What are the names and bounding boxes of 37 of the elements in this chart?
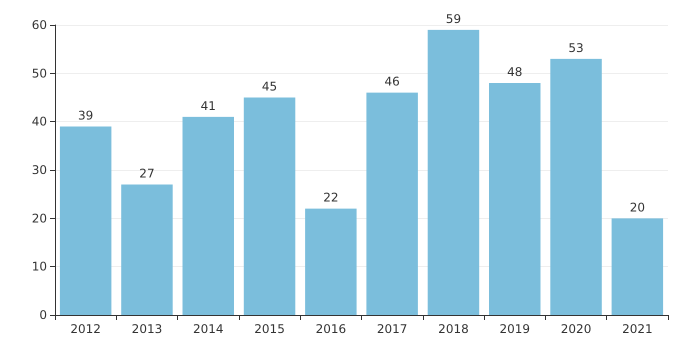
x-tick-label: 2019 — [499, 322, 530, 336]
y-tick-label: 60 — [32, 18, 47, 32]
data-label: 22 — [323, 190, 338, 205]
bar — [550, 58, 602, 315]
data-label: 45 — [262, 80, 278, 94]
bar — [121, 184, 173, 315]
y-tick-label: 40 — [32, 114, 47, 129]
data-label: 27 — [139, 166, 155, 180]
x-tick-label: 2017 — [376, 322, 408, 336]
bar — [428, 30, 480, 315]
bar — [612, 218, 664, 315]
y-tick-label: 30 — [32, 163, 47, 177]
data-label: 41 — [200, 98, 216, 113]
x-tick-label: 2016 — [316, 322, 346, 336]
x-tick-label: 2020 — [560, 322, 592, 336]
data-label: 46 — [384, 74, 400, 89]
y-tick-label: 20 — [32, 211, 47, 226]
bar — [366, 92, 418, 315]
bar — [305, 208, 357, 315]
data-label: 39 — [78, 108, 94, 122]
x-tick-label: 2015 — [254, 322, 285, 336]
data-label: 48 — [507, 65, 522, 79]
x-tick-label: 2018 — [438, 322, 469, 336]
data-label: 53 — [568, 40, 584, 55]
y-tick-label: 50 — [32, 66, 47, 80]
y-tick-label: 10 — [32, 260, 47, 274]
x-tick-label: 2013 — [132, 322, 162, 336]
bar — [182, 116, 234, 315]
x-tick-label: 2012 — [70, 322, 101, 336]
bar — [60, 126, 112, 315]
bar — [244, 98, 296, 315]
bar — [489, 83, 540, 315]
y-tick-label: 0 — [39, 308, 47, 322]
data-label: 20 — [630, 200, 645, 214]
x-tick-label: 2014 — [192, 322, 224, 336]
data-label: 59 — [446, 12, 462, 26]
x-tick-label: 2021 — [622, 322, 653, 336]
